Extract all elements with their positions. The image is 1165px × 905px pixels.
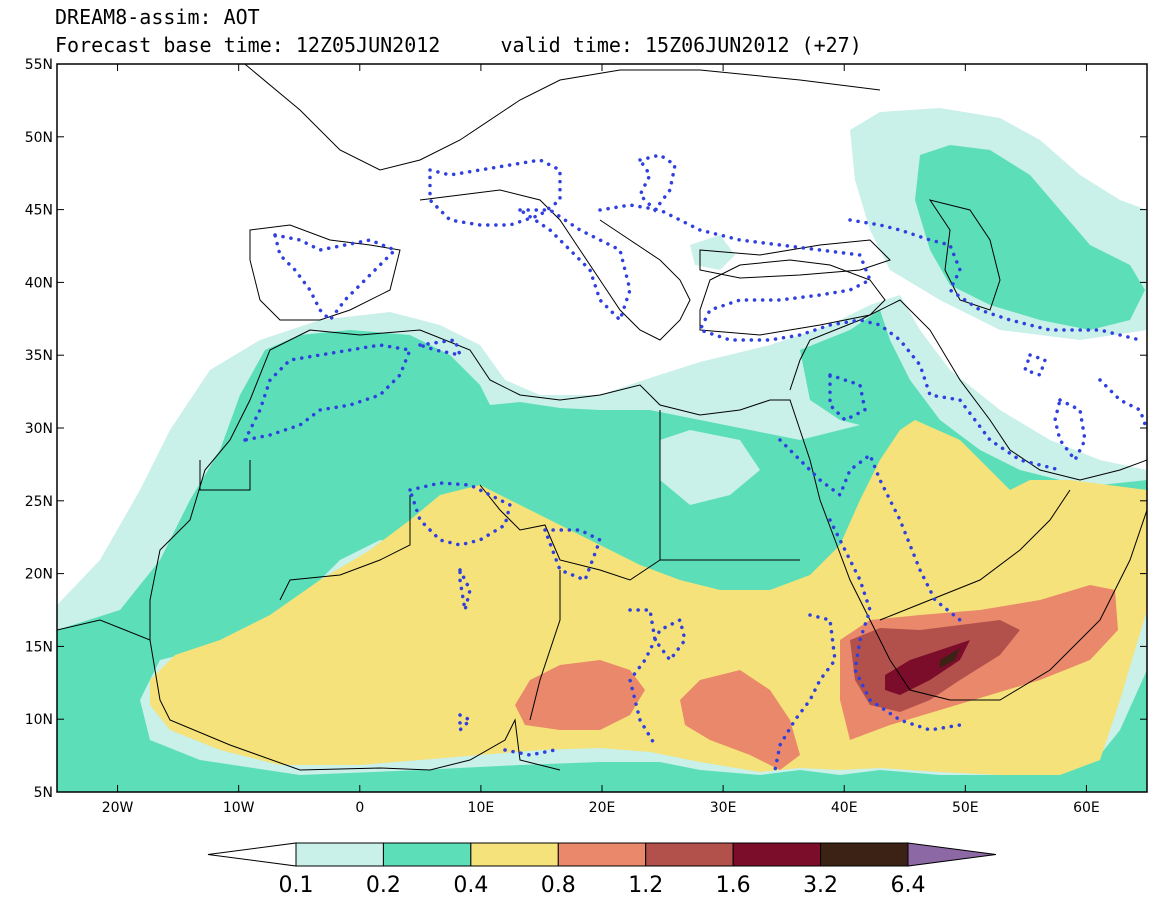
colorbar-boundary-label: 3.2 (803, 873, 838, 898)
colorbar-segment (732, 842, 822, 867)
colorbar-low-extend (207, 842, 297, 867)
colorbar-labels: 0.1 0.2 0.4 0.8 1.2 1.6 3.2 6.4 (279, 873, 926, 898)
lon-tick-label: 20W (102, 800, 134, 816)
colorbar-boundary-label: 0.2 (366, 873, 401, 898)
aot-region-0.1-aegean (690, 235, 735, 270)
map-title: DREAM8-assim: AOT (55, 5, 260, 29)
aot-region-0.8-chad (515, 660, 645, 730)
lat-tick-label: 5N (34, 785, 53, 801)
colorbar-segment (645, 842, 734, 867)
lon-tick-label: 10E (468, 800, 495, 816)
lon-tick-label: 10W (223, 800, 255, 816)
lat-tick-label: 15N (25, 639, 53, 655)
colorbar-high-extend (907, 842, 997, 867)
colorbar-boundary-label: 0.4 (453, 873, 488, 898)
aot-region-0.2-caspian (915, 145, 1145, 330)
axis-ticks (57, 63, 1147, 793)
colorbar-segment (470, 842, 559, 867)
lat-tick-label: 30N (25, 421, 53, 437)
lat-tick-label: 25N (25, 494, 53, 510)
lon-tick-label: 40E (831, 800, 858, 816)
lat-tick-label: 55N (25, 57, 53, 73)
aot-shading (57, 108, 1147, 792)
forecast-time-subtitle: Forecast base time: 12Z05JUN2012 valid t… (55, 33, 862, 57)
lon-tick-label: 30E (710, 800, 737, 816)
aot-region-1.6-yemen (885, 640, 970, 695)
lat-tick-label: 20N (25, 567, 53, 583)
colorbar-boundary-label: 6.4 (891, 873, 926, 898)
colorbar-boundary-label: 1.2 (628, 873, 663, 898)
colorbar-segment (295, 842, 384, 867)
colorbar-boundary-label: 0.1 (279, 873, 314, 898)
colorbar-segment (382, 842, 472, 867)
aot-region-0.8-sudan (680, 670, 800, 770)
aot-region-0.2-middle-east (800, 310, 1147, 520)
lat-tick-label: 50N (25, 130, 53, 146)
aot-observation-contours (241, 153, 1147, 772)
lat-tick-label: 10N (25, 712, 53, 728)
aot-region-0.1-inner-africa (660, 430, 760, 505)
colorbar-segment (820, 842, 909, 867)
lon-tick-label: 20E (589, 800, 616, 816)
lon-tick-label: 0 (355, 800, 364, 816)
lat-tick-label: 40N (25, 275, 53, 291)
colorbar-segment (557, 842, 647, 867)
lat-tick-label: 45N (25, 203, 53, 219)
lat-tick-label: 35N (25, 348, 53, 364)
latitude-tick-labels: 55N 50N 45N 40N 35N 30N 25N 20N 15N 10N 5N (25, 57, 53, 801)
lon-tick-label: 50E (952, 800, 979, 816)
aot-region-3.2-yemen (940, 648, 960, 668)
longitude-tick-labels: 20W 10W 0 10E 20E 30E 40E 50E 60E (102, 800, 1100, 816)
coastlines (57, 64, 1147, 771)
colorbar-boundary-label: 0.8 (541, 873, 576, 898)
colorbar-boundary-label: 1.6 (716, 873, 751, 898)
colorbar (207, 842, 997, 867)
lon-tick-label: 60E (1073, 800, 1100, 816)
